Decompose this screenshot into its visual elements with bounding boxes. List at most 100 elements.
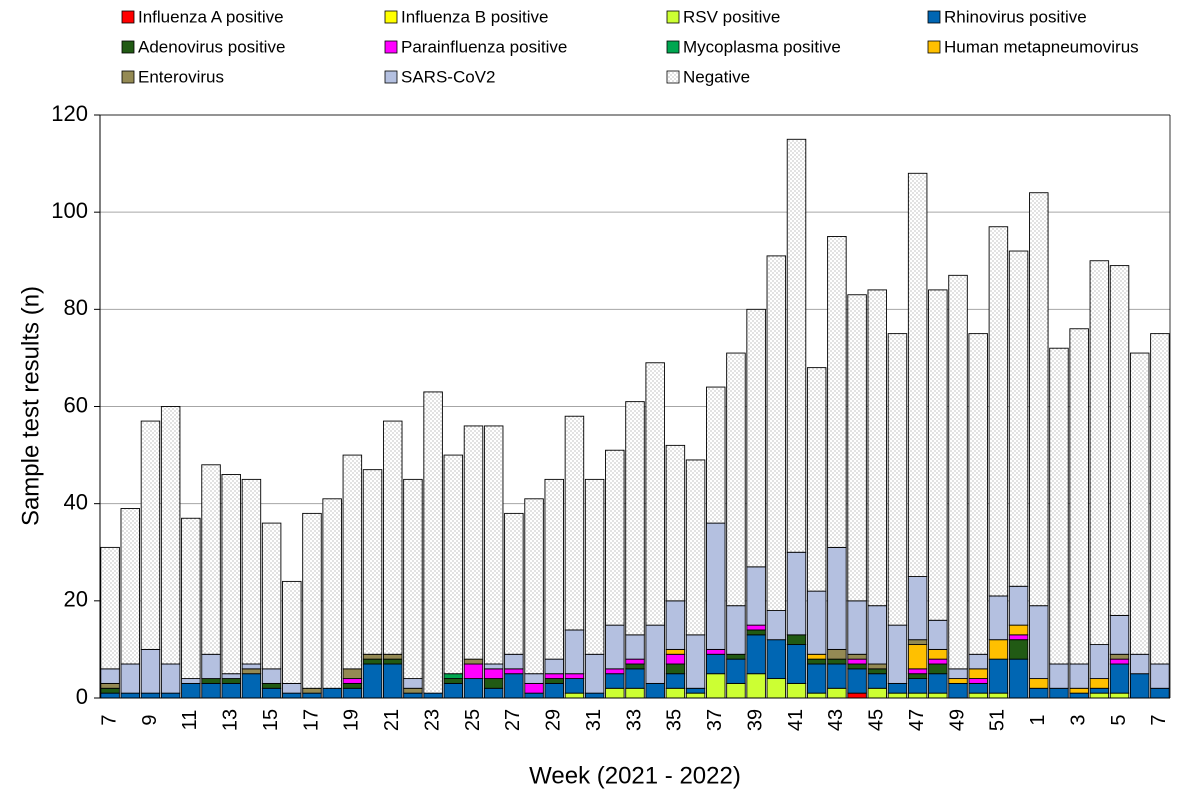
x-tick-label: 41: [785, 709, 807, 731]
bar-segment: [605, 668, 625, 675]
x-tick-label: 1: [1027, 714, 1049, 725]
bar-segment: [564, 673, 585, 680]
bar-segment: [726, 682, 746, 699]
y-tick-label: 60: [64, 392, 88, 417]
bar-segment: [463, 663, 484, 680]
bar-segment: [1150, 663, 1170, 689]
legend-swatch: [121, 10, 135, 24]
bar-segment: [625, 401, 645, 636]
bar-segment: [100, 668, 120, 684]
legend-swatch: [666, 70, 680, 84]
bar-segment: [524, 498, 544, 675]
bar-segment: [746, 566, 766, 626]
bar-segment: [1129, 673, 1150, 699]
bar-segment: [221, 673, 241, 680]
bar-segment: [968, 333, 988, 655]
bar-segment: [463, 678, 484, 699]
bar-segment: [504, 673, 524, 699]
bar-segment: [605, 449, 625, 626]
legend-label: Rhinovirus positive: [944, 7, 1087, 26]
x-tick-label: 15: [260, 709, 282, 731]
bar-segment: [584, 692, 605, 699]
bar-segment: [1029, 192, 1049, 607]
bar-segment: [100, 546, 120, 670]
bar-segment: [907, 172, 928, 577]
x-tick-label: 45: [866, 709, 888, 731]
bar-segment: [322, 687, 342, 699]
bar-segment: [746, 634, 766, 675]
bar-segment: [605, 673, 625, 689]
bar-segment: [120, 508, 141, 665]
bar-segment: [181, 678, 201, 684]
bar-segment: [362, 653, 383, 660]
bar-segment: [1008, 250, 1029, 587]
bar-segment: [504, 653, 524, 670]
legend-swatch: [666, 10, 680, 24]
bar-segment: [988, 226, 1009, 597]
x-tick-label: 3: [1067, 714, 1089, 725]
bar-segment: [645, 682, 665, 699]
bar-segment: [403, 478, 423, 680]
bar-segment: [867, 673, 888, 689]
bar-segment: [221, 474, 241, 675]
bar-segment: [1089, 687, 1110, 694]
bar-segment: [322, 498, 342, 689]
bar-segment: [1089, 260, 1110, 646]
bar-segment: [806, 367, 827, 592]
bar-segment: [625, 658, 645, 665]
bar-segment: [806, 653, 827, 660]
bar-segment: [806, 590, 827, 655]
bar-segment: [726, 658, 746, 684]
y-tick-label: 40: [64, 489, 88, 514]
bar-segment: [1049, 687, 1069, 699]
bar-segment: [302, 687, 322, 694]
bar-segment: [120, 692, 141, 699]
x-tick-label: 5: [1108, 714, 1130, 725]
bar-segment: [564, 678, 585, 694]
bar-segment: [827, 658, 847, 665]
bar-segment: [907, 668, 928, 675]
bar-segment: [483, 663, 504, 670]
bar-segment: [847, 600, 867, 655]
bar-segment: [544, 673, 564, 680]
bar-segment: [483, 687, 504, 699]
bar-segment: [726, 653, 746, 660]
bar-segment: [605, 624, 625, 670]
x-axis-title: Week (2021 - 2022): [529, 762, 741, 789]
bar-segment: [423, 391, 443, 694]
bar-segment: [403, 678, 423, 689]
bar-segment: [847, 668, 867, 694]
bar-segment: [928, 658, 948, 665]
bar-segment: [766, 610, 787, 641]
bar-segment: [201, 653, 221, 680]
bar-segment: [120, 663, 141, 694]
bar-segment: [988, 639, 1009, 660]
bar-segment: [1089, 678, 1110, 689]
bar-segment: [706, 386, 726, 524]
x-tick-label: 9: [139, 714, 161, 725]
bar-segment: [706, 522, 726, 650]
x-tick-label: 37: [704, 709, 726, 731]
bar-segment: [907, 692, 928, 699]
bar-segment: [948, 274, 968, 670]
bar-segment: [726, 605, 746, 655]
bar-segment: [685, 634, 706, 689]
bar-segment: [907, 644, 928, 670]
legend-swatch: [927, 10, 941, 24]
bar-segment: [504, 668, 524, 675]
legend-label: Adenovirus positive: [138, 37, 285, 56]
bar-segment: [867, 289, 888, 607]
bar-segment: [645, 624, 665, 684]
bar-segment: [948, 678, 968, 684]
bar-segment: [847, 658, 867, 665]
bar-segment: [1089, 692, 1110, 699]
bar-segment: [605, 687, 625, 699]
bar-segment: [746, 629, 766, 636]
bar-segment: [1069, 663, 1089, 689]
bar-segment: [1089, 644, 1110, 680]
bar-segment: [443, 682, 464, 699]
x-tick-label: 29: [543, 709, 565, 731]
bar-segment: [100, 687, 120, 694]
bar-segment: [544, 678, 564, 684]
